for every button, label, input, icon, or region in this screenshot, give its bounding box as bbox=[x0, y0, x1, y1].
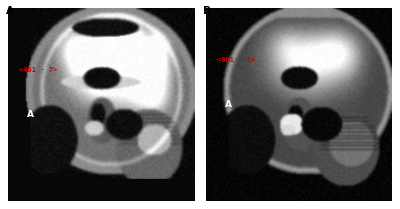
Text: B: B bbox=[203, 6, 211, 16]
Text: <401 - 7>: <401 - 7> bbox=[19, 67, 58, 73]
Text: A: A bbox=[27, 110, 34, 119]
Text: <801 - 6>: <801 - 6> bbox=[217, 57, 256, 63]
Text: A: A bbox=[225, 100, 232, 109]
Text: A: A bbox=[6, 6, 14, 16]
